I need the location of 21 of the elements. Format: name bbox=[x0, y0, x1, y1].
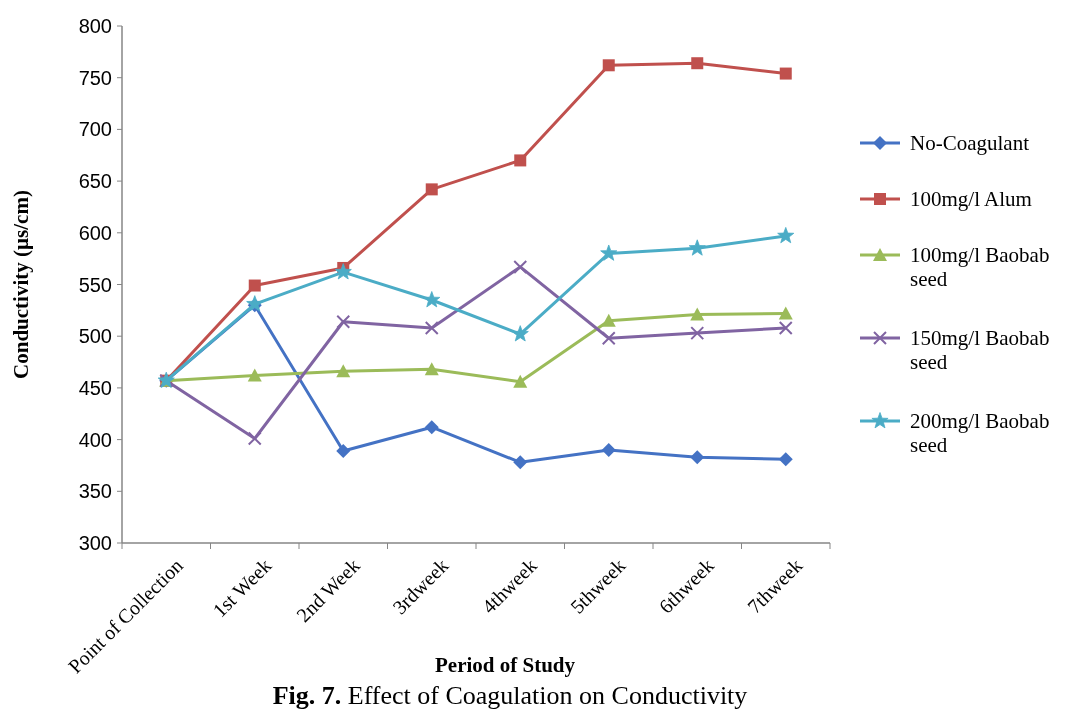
y-tick-label: 700 bbox=[78, 118, 112, 141]
y-tick-label: 400 bbox=[78, 428, 112, 451]
y-axis-title: Conductivity (µs/cm) bbox=[9, 190, 33, 379]
legend-label: No-Coagulant bbox=[910, 131, 1030, 156]
y-tick-label: 550 bbox=[78, 273, 112, 296]
legend-label: 100mg/l Baobab seed bbox=[910, 243, 1050, 292]
legend-label: 100mg/l Alum bbox=[910, 187, 1032, 212]
y-tick-label: 500 bbox=[78, 325, 112, 348]
y-tick-label: 350 bbox=[78, 480, 112, 503]
y-tick-label: 800 bbox=[78, 15, 112, 37]
y-tick-label: 300 bbox=[78, 532, 112, 554]
y-tick-label: 750 bbox=[78, 66, 112, 89]
x-tick-label: 1st Week bbox=[208, 554, 276, 622]
text: Fig. 7. Effect of Coagulation on Conductivity bbox=[272, 681, 748, 710]
y-tick-label: 450 bbox=[78, 376, 112, 399]
y-tick-label: 600 bbox=[78, 221, 112, 244]
legend-label: 150mg/l Baobab seed bbox=[910, 326, 1050, 375]
legend-label: 200mg/l Baobab seed bbox=[910, 409, 1050, 458]
x-axis-title: Period of Study bbox=[434, 653, 576, 677]
y-tick-label: 650 bbox=[78, 170, 112, 193]
x-tick-label: 2nd Week bbox=[292, 554, 364, 627]
